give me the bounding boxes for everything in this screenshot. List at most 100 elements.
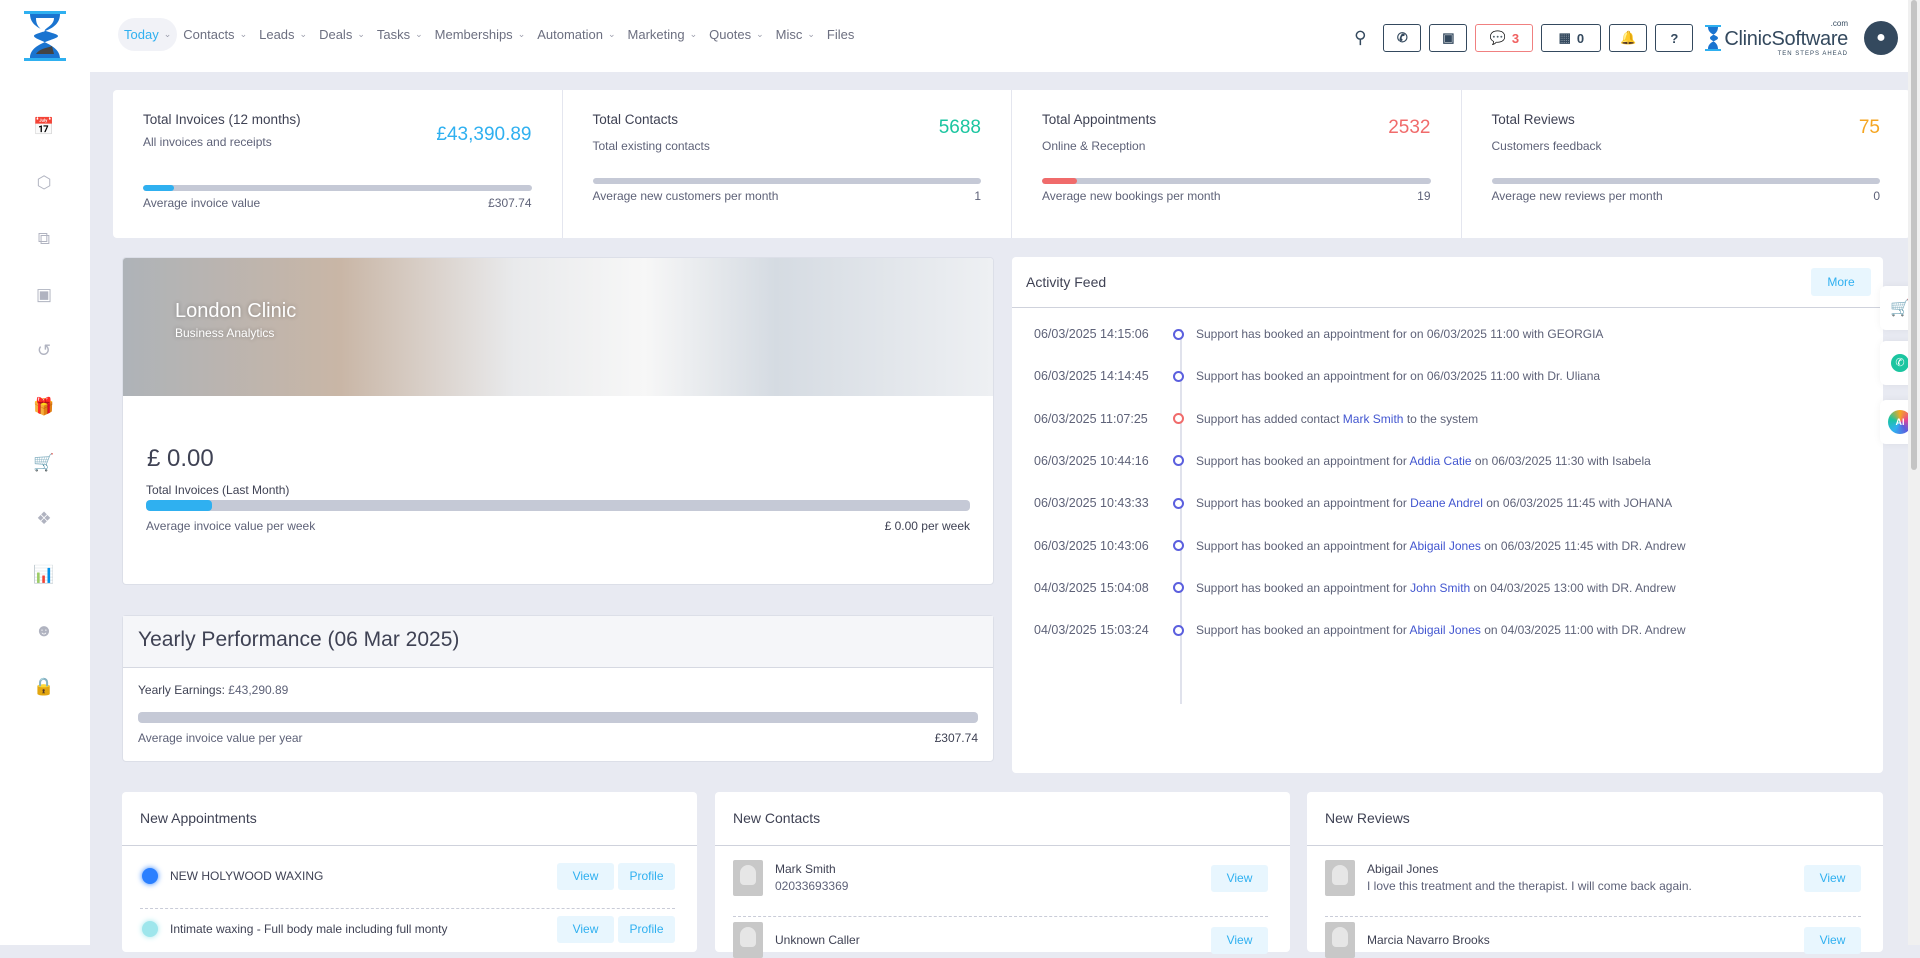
stat-subtitle: All invoices and receipts: [143, 135, 272, 149]
view-button[interactable]: View: [1804, 864, 1861, 892]
avatar-placeholder: [733, 860, 763, 896]
activity-time: 04/03/2025 15:04:08: [1034, 580, 1149, 595]
box-icon[interactable]: ⬡: [36, 173, 52, 192]
messages-button[interactable]: 💬 3: [1475, 24, 1534, 52]
main-nav: Today ⌄ Contacts ⌄ Leads ⌄ Deals ⌄ Tasks ⌄ Members…: [118, 18, 860, 51]
cart-icon: 🛒: [1890, 300, 1910, 317]
activity-pre: Support has booked an appointment for: [1196, 623, 1407, 638]
phone-icon: ✆: [1396, 30, 1408, 45]
yearly-earnings-value: £43,290.89: [228, 683, 289, 697]
stat-progress: [1491, 178, 1880, 184]
messages-count: 3: [1511, 30, 1520, 46]
brand-hourglass-icon: [1705, 25, 1722, 51]
nav-quotes[interactable]: Quotes ⌄: [703, 18, 769, 51]
yearly-title: Yearly Performance (06 Mar 2025): [123, 616, 993, 668]
activity-text: Support has booked an appointment for Ad…: [1196, 454, 1651, 468]
brand-tld: .com: [1830, 19, 1848, 28]
timeline-dot-icon: [1173, 624, 1184, 636]
nav-misc[interactable]: Misc ⌄: [770, 18, 821, 51]
new-appointments-card: New Appointments NEW HOLYWOOD WAXING View…: [122, 792, 697, 952]
nav-deals[interactable]: Deals ⌄: [313, 18, 371, 51]
last-month-progress: [146, 500, 970, 511]
lock-icon[interactable]: 🔒: [33, 677, 55, 696]
appointment-row: NEW HOLYWOOD WAXING View Profile: [140, 862, 675, 890]
chevron-down-icon: ⌄: [239, 29, 248, 39]
stat-card: Total Appointments Online & Reception 2532…: [1012, 90, 1462, 238]
review-row: Marcia Navarro Brooks View: [1325, 922, 1861, 958]
activity-time: 04/03/2025 15:03:24: [1034, 623, 1149, 638]
calendar-icon[interactable]: 📅: [33, 117, 55, 136]
stat-value: 2532: [1388, 117, 1431, 138]
gift-icon[interactable]: 🎁: [33, 397, 55, 416]
contact-name: Unknown Caller: [775, 932, 860, 947]
stat-foot-value: 0: [1873, 189, 1880, 203]
user-circle-icon[interactable]: ☻: [35, 621, 53, 640]
nav-memberships[interactable]: Memberships ⌄: [429, 18, 532, 51]
nav-tasks[interactable]: Tasks ⌄: [371, 18, 429, 51]
nav-leads[interactable]: Leads ⌄: [253, 18, 313, 51]
store-icon: ▦: [1558, 30, 1571, 45]
activity-pre: Support has booked an appointment for: [1196, 453, 1407, 468]
profile-button[interactable]: Profile: [618, 862, 675, 890]
weekly-avg-label: Average invoice value per week: [146, 519, 316, 533]
chevron-down-icon: ⌄: [756, 29, 764, 39]
nav-marketing[interactable]: Marketing ⌄: [622, 18, 704, 51]
tag-icon[interactable]: ❖: [36, 509, 52, 528]
chevron-down-icon: ⌄: [608, 29, 616, 39]
view-button[interactable]: View: [557, 862, 614, 890]
nav-label: Automation: [537, 27, 603, 42]
search-icon[interactable]: ⚲: [1354, 28, 1367, 47]
notifications-button[interactable]: 🔔: [1609, 24, 1648, 52]
camera-icon[interactable]: ▣: [35, 285, 53, 304]
phone-button[interactable]: ✆: [1383, 24, 1422, 52]
view-button[interactable]: View: [557, 915, 614, 943]
timeline-dot-icon: [1173, 370, 1184, 382]
last-month-amount: £ 0.00: [147, 445, 214, 472]
activity-contact-link[interactable]: Deane Andrel: [1410, 496, 1483, 511]
user-avatar[interactable]: ●: [1864, 21, 1898, 55]
activity-contact-link[interactable]: Addia Catie: [1409, 453, 1472, 468]
chevron-down-icon: ⌄: [299, 29, 308, 39]
help-button[interactable]: ?: [1655, 24, 1694, 52]
activity-contact-link[interactable]: Abigail Jones: [1409, 623, 1481, 638]
view-button[interactable]: View: [1211, 926, 1268, 954]
stat-card: Total Reviews Customers feedback 75 Average…: [1462, 90, 1911, 238]
nav-today[interactable]: Today ⌄: [118, 18, 178, 51]
stat-foot-value: 1: [974, 189, 981, 203]
more-button[interactable]: More: [1811, 268, 1871, 296]
page-scrollbar[interactable]: [1908, 0, 1920, 945]
nav-automation[interactable]: Automation ⌄: [531, 18, 621, 51]
stat-card: Total Contacts Total existing contacts 568…: [563, 90, 1012, 238]
report-icon[interactable]: 📊: [33, 565, 55, 584]
activity-text: Support has booked an appointment for on…: [1196, 369, 1600, 383]
toolbar: ⚲ ✆ ▣ 💬 3 ▦ 0 🔔 ? .com ClinicSoftware TEN ST…: [1345, 19, 1908, 57]
clinic-logo[interactable]: [22, 10, 68, 62]
profile-button[interactable]: Profile: [618, 915, 675, 943]
appointment-name: NEW HOLYWOOD WAXING: [170, 869, 324, 883]
activity-item: 06/03/2025 11:07:25 Support has added con…: [1034, 409, 1478, 429]
activity-item: 04/03/2025 15:03:24 Support has booked an…: [1034, 620, 1685, 640]
history-icon[interactable]: ↺: [36, 341, 52, 360]
activity-contact-link[interactable]: Mark Smith: [1342, 411, 1404, 426]
inbox-button[interactable]: ▣: [1429, 24, 1468, 52]
appointments-title: New Appointments: [122, 792, 697, 846]
brand-logo: .com ClinicSoftware TEN STEPS AHEAD: [1705, 19, 1848, 57]
activity-item: 06/03/2025 10:43:33 Support has booked an…: [1034, 493, 1672, 513]
view-button[interactable]: View: [1804, 926, 1861, 954]
nav-contacts[interactable]: Contacts ⌄: [177, 18, 253, 51]
activity-contact-link[interactable]: Abigail Jones: [1409, 538, 1481, 553]
activity-feed: Activity Feed More 06/03/2025 14:15:06 Su…: [1012, 257, 1883, 773]
view-button[interactable]: View: [1211, 864, 1268, 892]
service-color-dot: [142, 921, 158, 937]
nav-label: Memberships: [434, 27, 513, 42]
timeline-line: [1180, 329, 1182, 704]
nav-files[interactable]: Files: [821, 18, 860, 51]
copy-icon[interactable]: ⧉: [37, 229, 51, 248]
cart-icon[interactable]: 🛒: [33, 453, 55, 472]
activity-pre: Support has booked an appointment for: [1196, 327, 1407, 341]
timeline-dot-icon: [1173, 582, 1184, 594]
activity-contact-link[interactable]: John Smith: [1410, 580, 1471, 595]
activity-post: on 06/03/2025 11:45 with JOHANA: [1486, 496, 1673, 511]
store-button[interactable]: ▦ 0: [1541, 24, 1602, 52]
activity-text: Support has booked an appointment for De…: [1196, 496, 1672, 510]
